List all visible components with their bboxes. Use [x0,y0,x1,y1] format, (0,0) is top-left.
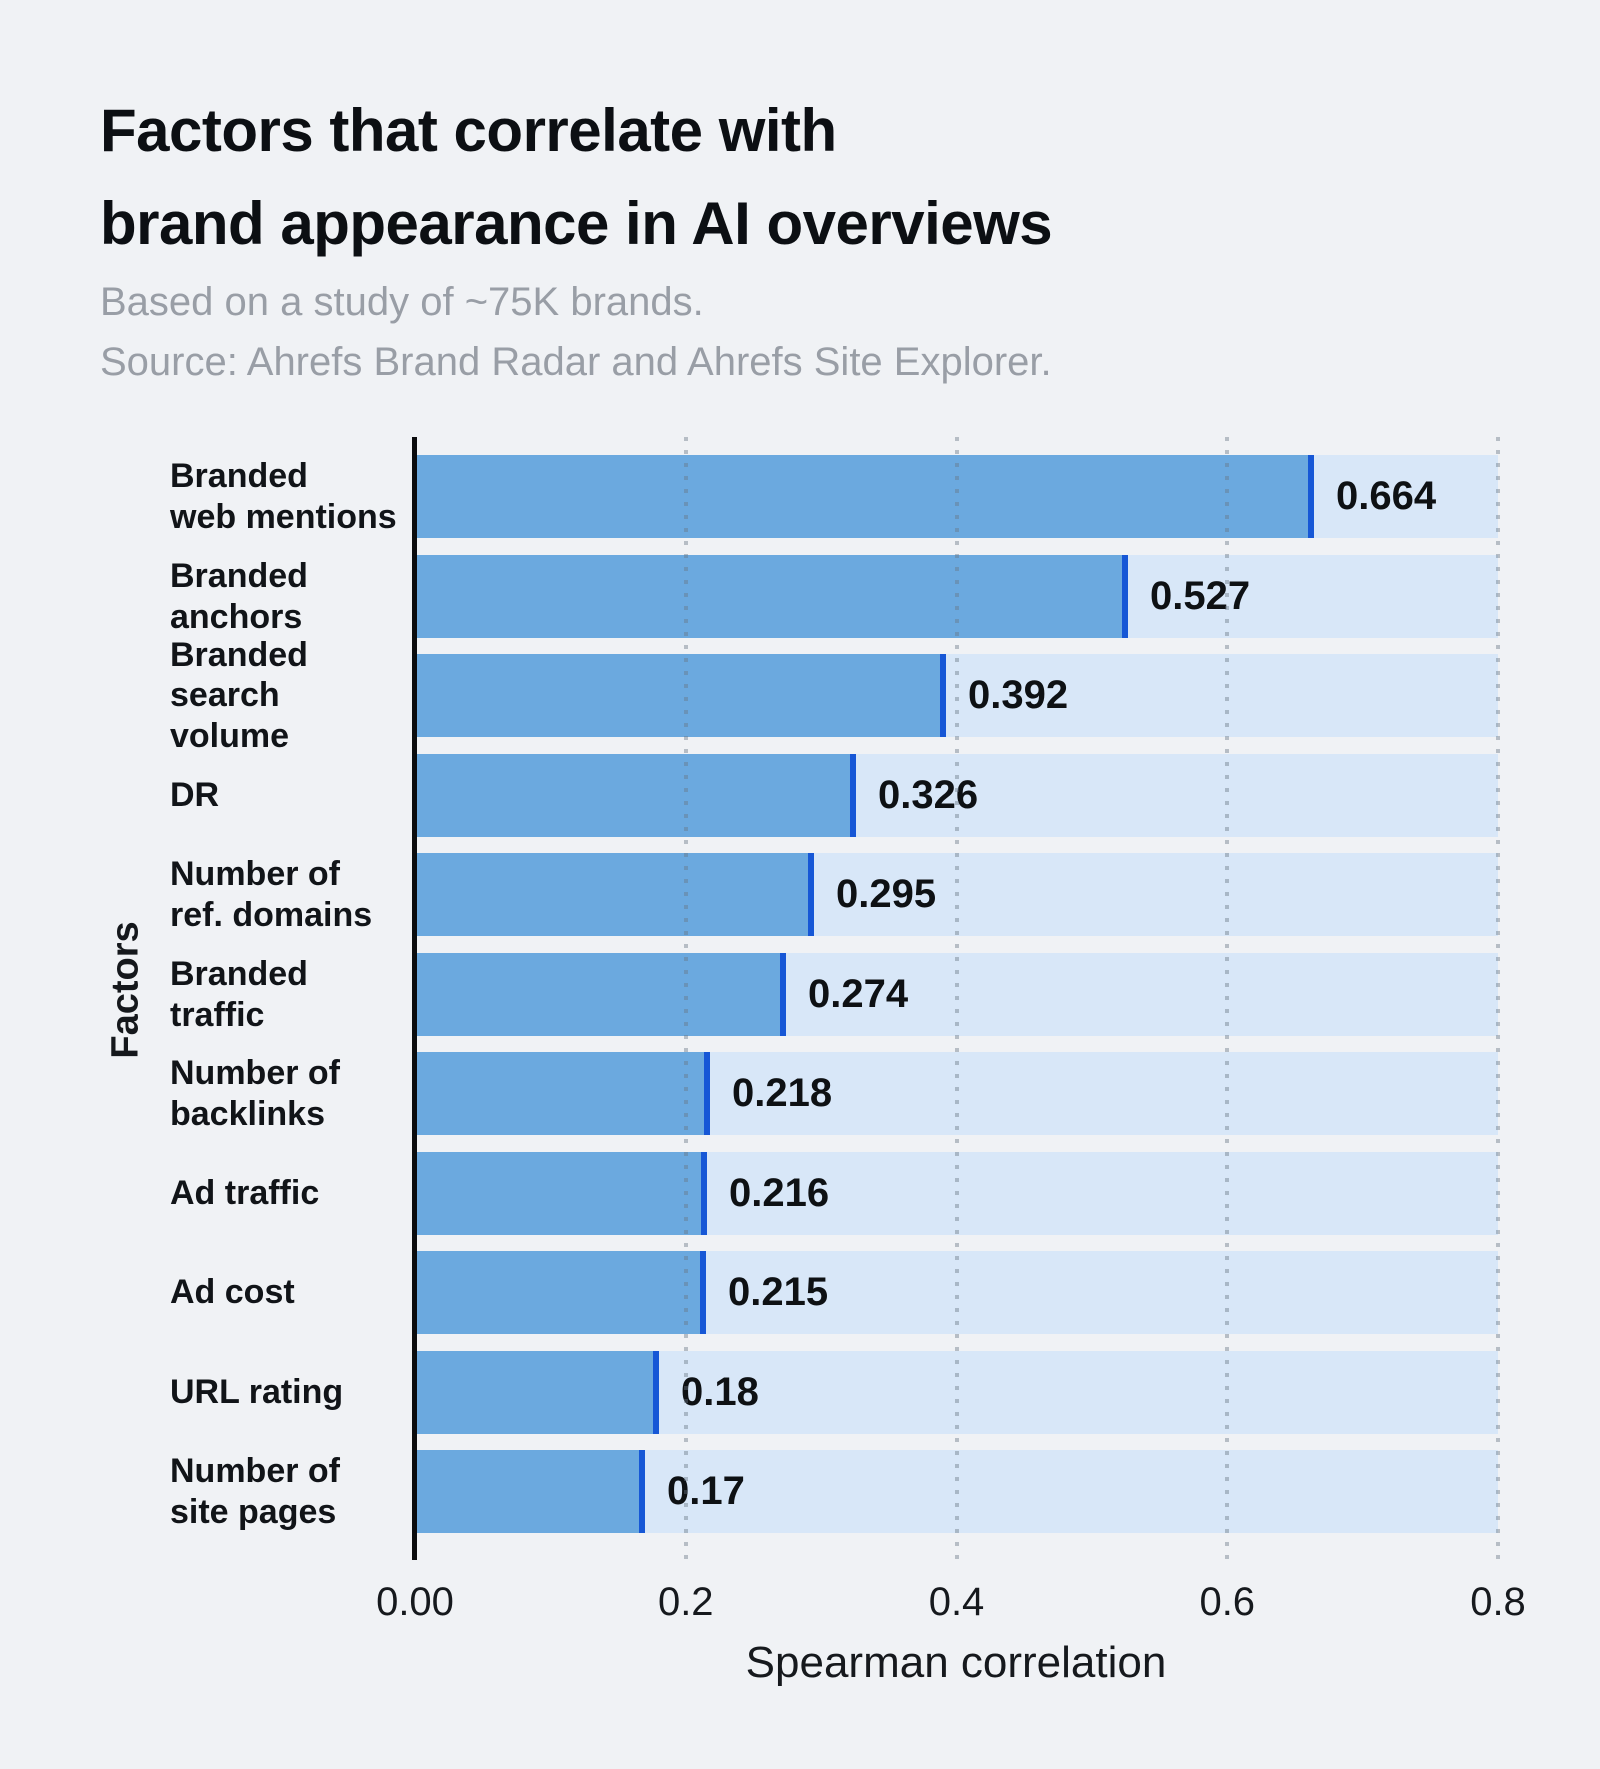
x-tick-label: 0.00 [376,1580,454,1624]
value-label: 0.664 [1336,474,1437,518]
value-label: 0.392 [968,673,1069,717]
y-axis-title: Factors [104,921,147,1059]
value-label: 0.295 [836,872,937,916]
x-tick-label: 0.2 [657,1580,714,1624]
bar [415,1251,706,1334]
bar [415,555,1128,638]
chart-title: Factors that correlate with brand appear… [100,97,1053,257]
bar-cap [639,1450,645,1533]
value-label: 0.326 [878,773,979,817]
value-label: 0.17 [667,1469,745,1513]
bar-cap [808,853,814,936]
category-label: DR [170,776,220,815]
x-tick-label: 0.4 [928,1580,985,1624]
bar [415,1351,659,1434]
bar [415,455,1314,538]
value-label: 0.527 [1150,574,1251,618]
category-label: Branded anchors [170,557,308,636]
bar [415,953,786,1036]
value-label: 0.216 [729,1171,830,1215]
bar-cap [704,1052,710,1135]
chart-subtitle: Based on a study of ~75K brands. Source:… [100,280,1052,384]
bar [415,654,946,737]
category-label: Ad cost [170,1273,295,1312]
category-label: Number of ref. domains [170,855,373,934]
x-tick-label: 0.8 [1470,1580,1526,1624]
gridline [1496,437,1500,1560]
gridline [683,437,688,1560]
bar [415,1450,645,1533]
bar [415,754,856,837]
bar-cap [1122,555,1128,638]
x-axis-title: Spearman correlation [745,1638,1167,1687]
value-label: 0.18 [681,1370,759,1414]
y-axis-line [412,437,417,1560]
category-label: Number of backlinks [170,1054,340,1133]
value-label: 0.218 [732,1071,833,1115]
category-label: Branded web mentions [170,457,397,536]
bar [415,1152,707,1235]
category-label: Branded traffic [170,955,308,1034]
bar-cap [940,654,946,737]
category-label: Number of site pages [170,1452,340,1531]
value-label: 0.215 [728,1270,829,1314]
plot-area: 0.664 Branded web mentions 0.527 Branded an… [170,437,1500,1560]
category-label: Ad traffic [170,1174,320,1213]
bar-cap [850,754,856,837]
bar-cap [700,1251,706,1334]
bar-cap [780,953,786,1036]
gridline [954,437,959,1560]
category-label: URL rating [170,1373,344,1412]
bar [415,1052,710,1135]
x-tick-label: 0.6 [1199,1580,1256,1624]
bar-cap [653,1351,659,1434]
gridline [1225,437,1230,1560]
bar-cap [701,1152,707,1235]
category-label: Branded search volume [170,636,308,755]
bar-cap [1308,455,1314,538]
value-label: 0.274 [808,972,909,1016]
bar [415,853,814,936]
